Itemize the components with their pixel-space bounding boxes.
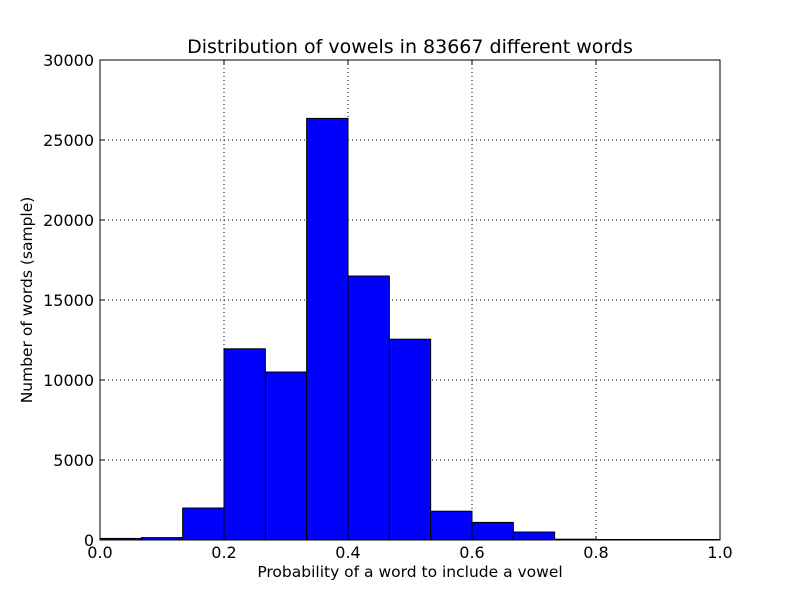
histogram-bar-10 [471,521,514,541]
y-tick-label: 0 [84,531,94,550]
x-tick-label: 0.8 [583,543,608,562]
y-tick-label: 15000 [43,291,94,310]
histogram-bar-6 [306,117,349,541]
histogram-bar-4 [223,348,266,541]
x-tick-label: 1.0 [707,543,732,562]
histogram-bar-11 [512,531,556,541]
y-tick-label: 20000 [43,211,94,230]
y-axis-title: Number of words (sample) [18,197,36,404]
histogram-bar-8 [388,338,432,541]
x-tick-label: 0.4 [335,543,360,562]
histogram-bar-3 [182,507,225,541]
histogram-bar-9 [430,510,473,541]
y-tick-label: 10000 [43,371,94,390]
y-tick-label: 30000 [43,51,94,70]
histogram-bar-5 [264,371,308,541]
axis-ticks [99,59,721,541]
axis-tick-labels: 0.0 0.2 0.4 0.6 0.8 1.0 0 5000 10000 15000 20000 25… [43,51,733,562]
x-axis-title: Probability of a word to include a vowel [257,563,562,581]
histogram-bars [99,117,721,541]
grid-lines [100,60,720,540]
chart-title: Distribution of vowels in 83667 differen… [187,36,633,58]
x-tick-label: 0.0 [87,543,112,562]
histogram-bar-7 [347,275,390,541]
x-tick-label: 0.2 [211,543,236,562]
y-tick-label: 25000 [43,131,94,150]
y-tick-label: 5000 [53,451,94,470]
x-tick-label: 0.6 [459,543,484,562]
